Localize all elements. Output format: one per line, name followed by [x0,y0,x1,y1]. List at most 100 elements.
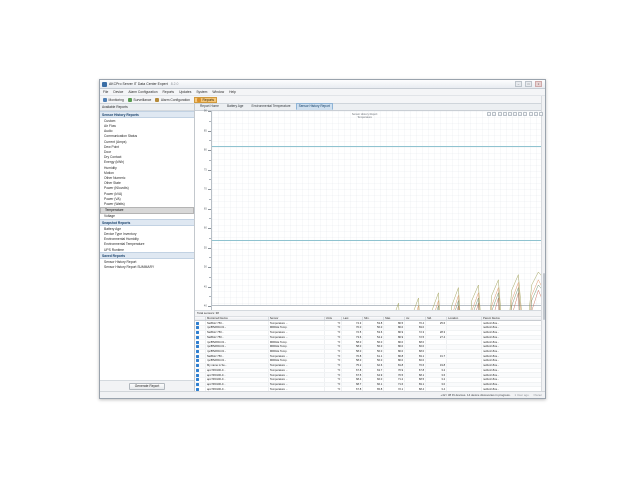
menu-item-system[interactable]: System [196,90,208,94]
table-row[interactable]: rpc8f5db53-01 - MRDLE Temp. °F 58.0 56.0 80.0… [195,349,545,355]
settings-icon[interactable] [523,112,528,116]
close-button[interactable]: × [535,81,542,87]
title-bar[interactable]: AKCPro Server IT Data Center Expert 8.2.… [100,80,545,89]
reset-zoom-icon[interactable] [502,112,507,116]
content-vertical-scrollbar[interactable] [541,96,545,391]
report-item-dew-point[interactable]: Dew Point [104,144,120,149]
table-row[interactable]: apc74f0100-0... Temperature ... °F 68.4 66.0… [195,377,545,383]
monitoring-icon [103,97,107,102]
menu-item-window[interactable]: Window [212,90,225,94]
reports-icon [197,97,202,102]
chart-series-line [212,290,545,310]
report-item-power-kva-[interactable]: Power (kVA) [104,191,123,196]
report-item-motion[interactable]: Motion [104,170,114,175]
generate-report-button[interactable]: Generate Report [128,382,166,390]
tab-report-home[interactable]: Report Home [200,104,219,109]
zoom-in-icon[interactable] [487,112,492,116]
table-row[interactable]: rpc8f5db53-01 - MRDLE Temp. °F 58.0 56.0 80.0… [195,358,545,364]
table-row[interactable]: My name is Se... Temperature ... °F 75.2 62.… [195,363,545,369]
save-chart-icon[interactable] [507,112,512,116]
table-row[interactable]: rpc8f5db53-01 - MRDLE Temp. °F 58.0 56.0 80.0… [195,344,545,350]
report-item-sensor-history-report[interactable]: Sensor History Report [104,259,137,264]
report-item-other-state[interactable]: Other State [104,181,121,186]
report-item-sensor-history-report-summary[interactable]: Sensor History Report SUMMARY [104,265,155,270]
cell-std [425,325,448,331]
report-item-air-flow[interactable]: Air Flow [104,123,116,128]
report-item-battery-age[interactable]: Battery Age [104,226,122,231]
report-item-audio[interactable]: Audio [104,129,113,134]
menu-item-help[interactable]: Help [229,90,236,94]
report-item-energy-kwh-[interactable]: Energy (kWh) [104,160,125,165]
toolbar-surveillance[interactable]: Surveillance [127,97,151,102]
report-item-power-kilovolts-[interactable]: Power (Kilovolts) [104,186,129,191]
report-group-snapshot-reports[interactable]: Snapshot Reports [100,219,194,227]
tab-battery-age[interactable]: Battery Age [226,104,244,109]
help-icon[interactable] [539,112,543,116]
report-group-saved-reports[interactable]: Saved Reports [100,252,194,260]
column-header-sensor_type[interactable]: Sensor [268,316,325,322]
print-chart-icon[interactable] [513,112,518,116]
column-header-avg[interactable]: Av. [404,316,427,322]
scrollbar-thumb[interactable] [542,273,545,321]
table-row[interactable]: rpc8f5db53-01 - MRDLE Temp. °F 70.0 56.0 80.0… [195,325,545,331]
report-item-dry-contact[interactable]: Dry Contact [104,155,122,160]
report-list[interactable]: Sensor History Reports Custom Air Flow Audi… [100,111,194,380]
report-item-door[interactable]: Door [104,149,112,154]
report-item-temperature[interactable]: Temperature [100,206,194,214]
toolbar-reports[interactable]: Reports [194,96,218,103]
column-header-sensor_name[interactable]: Monitored Device [205,316,269,322]
report-item-communication-status[interactable]: Communication Status [104,134,138,139]
column-header-units[interactable]: Units [324,316,343,322]
tab-environmental-temperature[interactable]: Environmental Temperature [251,104,291,109]
surveillance-icon [127,97,132,102]
table-row[interactable]: apc74f0100-0... Temperature ... °F 68.7 66.1… [195,382,545,388]
table-row[interactable]: NetBotz 750 - Temperature ... °F 73.6 54.2 80… [195,335,545,341]
toolbar-alarm-configuration[interactable]: Alarm Configuration [155,97,190,102]
report-item-voltage[interactable]: Voltage [104,214,115,219]
report-item-device-type-inventory[interactable]: Device Type Inventory [104,231,137,236]
column-header-status[interactable] [195,316,207,322]
report-item-power-watts-[interactable]: Power (Watts) [104,201,125,206]
table-row[interactable]: NetBotz 750 - Temperature ... °F 72.5 53.6 80… [195,330,545,336]
menu-item-updates[interactable]: Updates [179,90,192,94]
report-group-sensor-history-reports[interactable]: Sensor History Reports [100,111,194,119]
chart-plot[interactable]: Sensor History Report Temperature [212,111,545,310]
status-badge [196,364,199,368]
table-row[interactable]: rpc8f5db53-01 - MRDLE Temp. °F 58.0 56.0 80.0… [195,339,545,345]
table-row[interactable]: apc74f0100-0... Temperature ... °F 67.8 63.7… [195,368,545,374]
menu-item-alarm-configuration[interactable]: Alarm Configuration [128,90,158,94]
toolbar-monitoring[interactable]: Monitoring [103,97,124,102]
sensor-data-table[interactable]: Monitored Device Sensor Units Last Min. Max. A… [195,316,545,391]
report-item-environmental-temperature[interactable]: Environmental Temperature [104,242,145,247]
table-row[interactable]: NetBotz 750 - Temperature ... °F 74.3 53.8 80… [195,320,545,327]
table-row[interactable]: apc74f0100-0... Temperature ... °F 67.8 65.8… [195,386,545,391]
table-row[interactable]: NetBotz 750 - Temperature ... °F 70.8 61.1 80… [195,353,545,360]
report-item-current-amps-[interactable]: Current (Amps) [104,139,127,144]
report-item-ups-runtime[interactable]: UPS Runtime [104,247,124,252]
zoom-out-icon[interactable] [492,112,497,116]
report-item-other-numeric[interactable]: Other Numeric [104,175,126,180]
copy-chart-icon[interactable] [518,112,523,116]
report-item-humidity[interactable]: Humidity [104,165,117,170]
chart-reference-line [212,239,545,241]
cell-avg: 67.8 [404,368,427,374]
maximize-button[interactable]: □ [525,81,532,87]
column-header-std[interactable]: Std. [425,316,448,322]
report-item-power-va-[interactable]: Power (VA) [104,196,121,201]
export-icon[interactable] [533,112,538,116]
menu-item-reports[interactable]: Reports [162,90,175,94]
minimize-button[interactable]: – [515,81,522,87]
tab-sensor-history-report[interactable]: Sensor History Report [295,102,333,110]
table-row[interactable]: apc74f0100-0... Temperature ... °F 67.5 64.9… [195,372,545,378]
column-header-min[interactable]: Min. [362,316,385,322]
menu-item-device[interactable]: Device [113,90,124,94]
pan-icon[interactable] [497,112,502,116]
report-item-environmental-humidity[interactable]: Environmental Humidity [104,237,139,242]
legend-icon[interactable] [528,112,533,116]
column-header-last[interactable]: Last [341,316,364,322]
status-owner: Owner [533,393,542,397]
column-header-max[interactable]: Max. [383,316,406,322]
menu-item-file[interactable]: File [103,90,109,94]
column-header-location[interactable]: Location [446,316,483,322]
report-item-custom[interactable]: Custom [104,118,116,123]
